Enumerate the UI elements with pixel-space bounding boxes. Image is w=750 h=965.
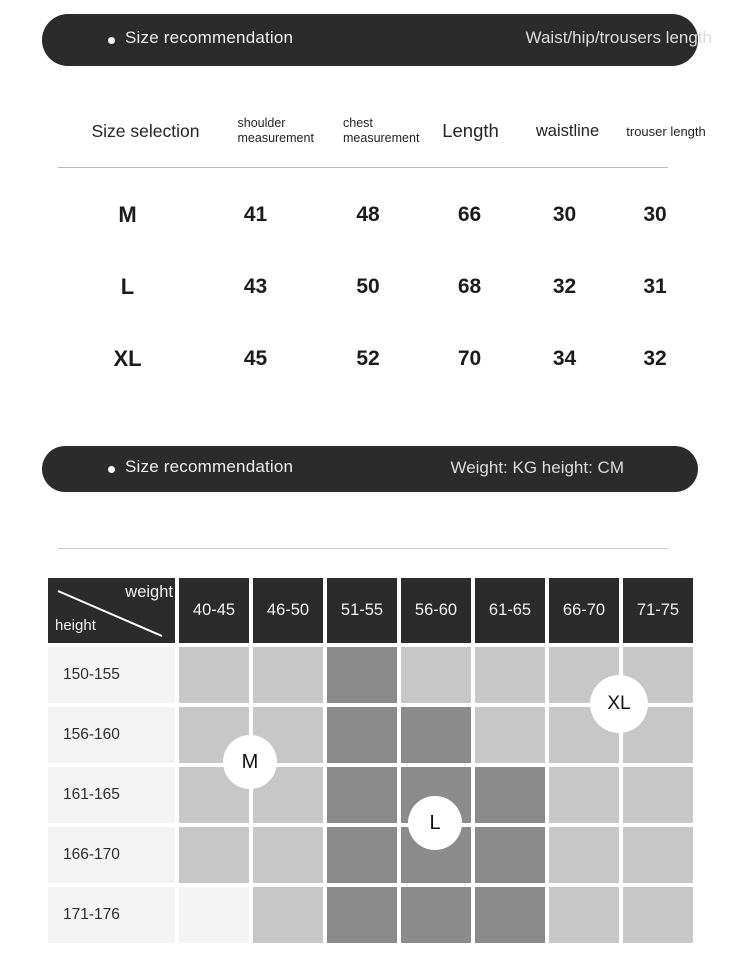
matrix-cell-dark	[475, 827, 545, 883]
waistline-value: 30	[552, 203, 577, 226]
matrix-cell-dark	[401, 707, 471, 763]
chest-value: 50	[356, 275, 380, 298]
weight-column-header: 66-70	[549, 578, 619, 643]
size-marker-l: L	[408, 796, 462, 850]
column-header-length: Length	[442, 120, 499, 141]
column-header-trouser-length: trouser length	[626, 123, 706, 139]
matrix-cell-medium	[253, 647, 323, 703]
matrix-cell-medium	[253, 827, 323, 883]
matrix-cell-dark	[327, 827, 397, 883]
size-marker-xl: XL	[590, 675, 648, 733]
matrix-cell-medium	[401, 647, 471, 703]
size-label: M	[118, 202, 137, 227]
matrix-cell-dark	[401, 887, 471, 943]
height-row-label: 166-170	[48, 827, 175, 883]
matrix-cell-medium	[549, 767, 619, 823]
top-banner: Size recommendation Waist/hip/trousers l…	[42, 14, 712, 66]
matrix-cell-dark	[327, 707, 397, 763]
size-row-xl: XL 45 52 70 34 32	[60, 323, 700, 395]
matrix-cell-dark	[475, 887, 545, 943]
weight-column-header: 46-50	[253, 578, 323, 643]
matrix-cell-blank	[179, 887, 249, 943]
column-header-waistline: waistline	[535, 121, 600, 140]
height-row-label: 156-160	[48, 707, 175, 763]
diagonal-line	[57, 590, 163, 637]
weight-axis-label: weight	[125, 583, 173, 601]
length-value: 70	[457, 347, 482, 370]
trouser-length-value: 32	[643, 347, 667, 370]
section-divider-line	[58, 548, 668, 549]
waistline-value: 34	[552, 347, 577, 370]
banner-title: Size recommendation	[125, 28, 294, 47]
matrix-cell-medium	[179, 647, 249, 703]
height-axis-label: height	[55, 617, 96, 634]
shoulder-value: 41	[243, 203, 268, 226]
matrix-cell-medium	[549, 827, 619, 883]
height-weight-matrix: weight height 40-45 46-50 51-55 56-60 61…	[48, 578, 693, 943]
header-divider-line	[58, 167, 668, 168]
length-value: 68	[457, 275, 482, 298]
matrix-cell-dark	[327, 647, 397, 703]
bullet-icon	[108, 36, 115, 44]
column-header-size: Size selection	[91, 120, 200, 141]
height-row-label: 161-165	[48, 767, 175, 823]
banner-title: Size recommendation	[125, 457, 294, 476]
weight-column-header: 56-60	[401, 578, 471, 643]
matrix-cell-medium	[475, 647, 545, 703]
column-header-shoulder: shoulder measurement	[237, 115, 314, 145]
weight-column-header: 40-45	[179, 578, 249, 643]
weight-column-header: 61-65	[475, 578, 545, 643]
weight-column-header: 71-75	[623, 578, 693, 643]
height-row-label: 150-155	[48, 647, 175, 703]
banner-note-measurements: Waist/hip/trousers length	[525, 28, 712, 47]
matrix-cell-medium	[623, 887, 693, 943]
trouser-length-value: 30	[643, 203, 667, 226]
matrix-cell-dark	[327, 887, 397, 943]
size-table-body: M 41 48 66 30 30 L 43 50 68 32 31 XL 45 …	[60, 179, 700, 395]
trouser-length-value: 31	[643, 275, 667, 298]
size-label: L	[120, 274, 135, 299]
size-table-header-row: Size selection shoulder measurement ches…	[60, 102, 706, 160]
shoulder-value: 45	[243, 347, 268, 370]
matrix-cell-medium	[253, 887, 323, 943]
matrix-cell-medium	[623, 767, 693, 823]
weight-column-header: 51-55	[327, 578, 397, 643]
matrix-cell-medium	[179, 827, 249, 883]
column-header-chest: chest measurement	[343, 115, 420, 145]
size-measurement-table: Size selection shoulder measurement ches…	[60, 102, 706, 395]
waistline-value: 32	[552, 275, 577, 298]
chest-value: 48	[356, 203, 380, 226]
matrix-cell-medium	[623, 827, 693, 883]
length-value: 66	[457, 203, 482, 226]
chest-value: 52	[356, 347, 380, 370]
bullet-icon	[108, 465, 115, 473]
matrix-cell-dark	[475, 767, 545, 823]
banner-note-units: Weight: KG height: CM	[450, 458, 624, 477]
shoulder-value: 43	[243, 275, 268, 298]
size-row-l: L 43 50 68 32 31	[60, 251, 700, 323]
bottom-banner: Size recommendation Weight: KG height: C…	[42, 446, 698, 492]
matrix-cell-medium	[475, 707, 545, 763]
size-marker-m: M	[223, 735, 277, 789]
matrix-cell-medium	[549, 887, 619, 943]
size-label: XL	[113, 346, 142, 371]
matrix-corner-cell: weight height	[48, 578, 175, 643]
size-row-m: M 41 48 66 30 30	[60, 179, 700, 251]
matrix-cell-dark	[327, 767, 397, 823]
height-row-label: 171-176	[48, 887, 175, 943]
